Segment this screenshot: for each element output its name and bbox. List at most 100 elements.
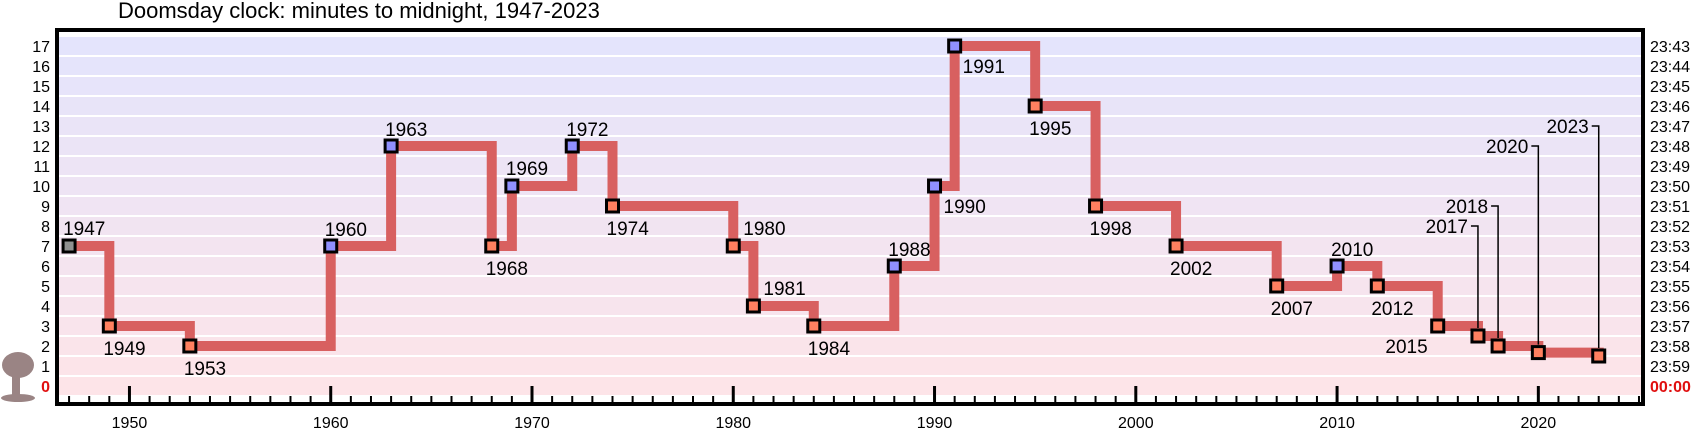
marker-1947 — [61, 238, 77, 254]
point-label-1947: 1947 — [63, 219, 105, 240]
y-tick-right-6: 23:54 — [1650, 259, 1690, 276]
y-tick-left-3: 3 — [41, 319, 50, 336]
y-tick-right-17: 23:43 — [1650, 39, 1690, 56]
y-tick-left-7: 7 — [41, 239, 50, 256]
plot-frame — [55, 28, 1645, 406]
point-label-1990: 1990 — [944, 197, 986, 218]
y-tick-right-14: 23:46 — [1650, 99, 1690, 116]
point-label-1974: 1974 — [607, 219, 650, 240]
y-tick-right-0: 00:00 — [1650, 379, 1691, 396]
y-tick-left-5: 5 — [41, 279, 50, 296]
y-tick-left-9: 9 — [41, 199, 50, 216]
point-label-2010: 2010 — [1331, 240, 1373, 261]
y-tick-left-8: 8 — [41, 219, 50, 236]
y-tick-left-1: 1 — [41, 359, 50, 376]
y-tick-right-15: 23:45 — [1650, 79, 1690, 96]
band-0 — [57, 377, 1643, 395]
x-tick-label-2010: 2010 — [1319, 415, 1355, 432]
x-tick-label-1980: 1980 — [715, 415, 751, 432]
y-tick-right-13: 23:47 — [1650, 119, 1690, 136]
marker-2015 — [1430, 318, 1446, 334]
marker-1949 — [101, 318, 117, 334]
marker-1990 — [927, 178, 943, 194]
point-label-1991: 1991 — [963, 57, 1005, 78]
marker-1988 — [886, 258, 902, 274]
y-tick-left-12: 12 — [32, 139, 50, 156]
y-tick-left-10: 10 — [32, 179, 50, 196]
point-label-1981: 1981 — [763, 279, 805, 300]
leader-2020 — [1531, 145, 1540, 345]
y-tick-right-10: 23:50 — [1650, 179, 1690, 196]
band-4 — [57, 297, 1643, 315]
point-label-1988: 1988 — [888, 240, 930, 261]
y-tick-left-14: 14 — [32, 99, 50, 116]
band-10 — [57, 177, 1643, 195]
marker-1953 — [182, 338, 198, 354]
point-labels: 1947 1949 1953 1960 1963 1968 1969 1972 1974 1980… — [63, 57, 1600, 380]
axis-ticks: 0123456789101112131415161700:0023:5923:5… — [32, 39, 1691, 432]
y-tick-right-16: 23:44 — [1650, 59, 1690, 76]
y-tick-left-16: 16 — [32, 59, 50, 76]
y-tick-right-9: 23:51 — [1650, 199, 1690, 216]
x-tick-label-1990: 1990 — [917, 415, 953, 432]
marker-1980 — [725, 238, 741, 254]
point-label-1972: 1972 — [566, 120, 608, 141]
marker-2017 — [1470, 328, 1486, 344]
point-label-1968: 1968 — [486, 259, 528, 280]
y-tick-right-5: 23:55 — [1650, 279, 1690, 296]
marker-1995 — [1027, 98, 1043, 114]
y-tick-left-2: 2 — [41, 339, 50, 356]
point-label-2020: 2020 — [1486, 137, 1528, 158]
band-17 — [57, 37, 1643, 55]
leader-2018 — [1491, 205, 1499, 338]
point-label-1949: 1949 — [103, 339, 145, 360]
point-label-2015: 2015 — [1385, 337, 1427, 358]
y-tick-right-4: 23:56 — [1650, 299, 1690, 316]
point-label-1969: 1969 — [506, 159, 548, 180]
y-tick-right-3: 23:57 — [1650, 319, 1690, 336]
point-label-2007: 2007 — [1271, 299, 1313, 320]
marker-2010 — [1329, 258, 1345, 274]
marker-2020 — [1530, 345, 1546, 361]
x-tick-label-2000: 2000 — [1118, 415, 1154, 432]
y-tick-left-13: 13 — [32, 119, 50, 136]
marker-1960 — [323, 238, 339, 254]
y-tick-left-4: 4 — [41, 299, 50, 316]
y-tick-left-17: 17 — [32, 39, 50, 56]
x-tick-label-1960: 1960 — [313, 415, 349, 432]
point-label-2023: 2023 — [1546, 117, 1588, 138]
leader-2017 — [1470, 225, 1479, 328]
point-label-1984: 1984 — [808, 339, 851, 360]
y-tick-right-2: 23:58 — [1650, 339, 1690, 356]
marker-1968 — [484, 238, 500, 254]
marker-2018 — [1490, 338, 1506, 354]
marker-2002 — [1168, 238, 1184, 254]
band-12 — [57, 137, 1643, 155]
y-tick-left-6: 6 — [41, 259, 50, 276]
point-label-2002: 2002 — [1170, 259, 1212, 280]
marker-1981 — [745, 298, 761, 314]
band-8 — [57, 217, 1643, 235]
mushroom-cloud-icon — [1, 352, 35, 402]
plot-border — [55, 28, 1645, 406]
point-label-1995: 1995 — [1029, 119, 1071, 140]
point-label-1953: 1953 — [184, 359, 226, 380]
marker-1974 — [605, 198, 621, 214]
marker-2012 — [1369, 278, 1385, 294]
point-label-2018: 2018 — [1446, 197, 1488, 218]
data-markers — [61, 38, 1607, 364]
y-tick-left-11: 11 — [33, 159, 50, 176]
marker-2007 — [1269, 278, 1285, 294]
band-7 — [57, 237, 1643, 255]
leader-2023 — [1591, 125, 1600, 348]
band-1 — [57, 357, 1643, 375]
band-2 — [57, 337, 1643, 355]
marker-1991 — [947, 38, 963, 54]
point-label-2012: 2012 — [1371, 299, 1413, 320]
band-13 — [57, 117, 1643, 135]
y-tick-right-12: 23:48 — [1650, 139, 1690, 156]
x-tick-label-1970: 1970 — [514, 415, 550, 432]
marker-1998 — [1088, 198, 1104, 214]
y-tick-right-1: 23:59 — [1650, 359, 1690, 376]
